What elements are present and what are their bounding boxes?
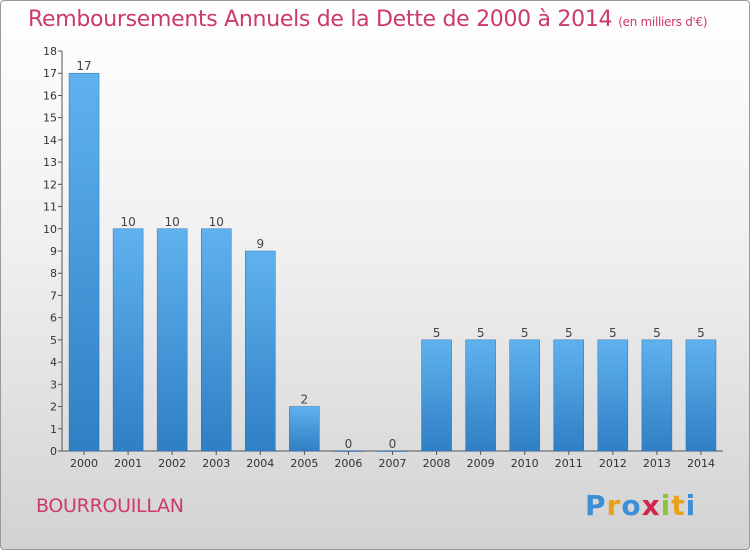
- bar: [509, 339, 540, 452]
- y-tick-label: 9: [50, 245, 57, 258]
- x-tick-label: 2014: [687, 457, 715, 470]
- bar: [289, 406, 320, 452]
- x-tick-label: 2013: [643, 457, 671, 470]
- bar-value-label: 5: [609, 326, 617, 340]
- y-tick-label: 11: [43, 201, 57, 214]
- y-tick-label: 6: [50, 312, 57, 325]
- y-tick-label: 1: [50, 423, 57, 436]
- y-tick-label: 16: [43, 89, 57, 102]
- bar-value-label: 0: [389, 437, 397, 451]
- bar-value-label: 10: [165, 215, 180, 229]
- y-tick-label: 17: [43, 67, 57, 80]
- y-tick-label: 2: [50, 401, 57, 414]
- commune-name: BOURROUILLAN: [36, 495, 184, 517]
- x-tick-label: 2008: [423, 457, 451, 470]
- y-tick-label: 15: [43, 112, 57, 125]
- bar: [68, 72, 100, 452]
- bar-value-label: 9: [256, 237, 264, 251]
- bar-value-label: 10: [120, 215, 135, 229]
- y-tick-label: 8: [50, 267, 57, 280]
- bar: [685, 339, 717, 452]
- logo-letter: i: [685, 489, 697, 522]
- x-tick-label: 2007: [379, 457, 407, 470]
- bar-value-label: 5: [521, 326, 529, 340]
- bar: [641, 339, 673, 452]
- bar-value-label: 0: [345, 437, 353, 451]
- y-tick-label: 14: [43, 134, 57, 147]
- y-tick-label: 5: [50, 334, 57, 347]
- bar-value-label: 5: [697, 326, 705, 340]
- chart-title: Remboursements Annuels de la Dette de 20…: [28, 7, 708, 32]
- y-tick-label: 13: [43, 156, 57, 169]
- x-tick-label: 2004: [246, 457, 274, 470]
- bar-value-label: 5: [653, 326, 661, 340]
- x-tick-label: 2006: [334, 457, 362, 470]
- x-tick-label: 2002: [158, 457, 186, 470]
- bar: [245, 250, 276, 452]
- y-tick-label: 12: [43, 178, 57, 191]
- x-tick-label: 2005: [290, 457, 318, 470]
- bar-value-label: 2: [301, 393, 309, 407]
- y-tick-label: 3: [50, 378, 57, 391]
- chart-unit: (en milliers d'€): [618, 15, 708, 29]
- bar-value-label: 5: [477, 326, 485, 340]
- x-tick-label: 2003: [202, 457, 230, 470]
- y-tick-label: 10: [43, 223, 57, 236]
- logo-letter: i: [660, 489, 672, 522]
- proxiti-logo: Proxiti: [585, 489, 696, 522]
- bar: [465, 339, 496, 452]
- bar: [112, 228, 144, 452]
- bar: [156, 228, 188, 452]
- logo-letter: t: [671, 489, 686, 522]
- bar: [200, 228, 232, 452]
- x-tick-label: 2000: [70, 457, 98, 470]
- x-tick-label: 2001: [114, 457, 142, 470]
- chart-title-text: Remboursements Annuels de la Dette de 20…: [28, 7, 613, 32]
- x-tick-label: 2009: [467, 457, 495, 470]
- x-tick-label: 2012: [599, 457, 627, 470]
- bar: [553, 339, 585, 452]
- bar-value-label: 5: [565, 326, 573, 340]
- y-tick-label: 4: [50, 356, 57, 369]
- logo-letter: x: [641, 489, 661, 522]
- bar-value-label: 17: [76, 59, 91, 73]
- x-tick-label: 2010: [511, 457, 539, 470]
- x-tick-label: 2011: [555, 457, 583, 470]
- bar-value-label: 10: [209, 215, 224, 229]
- y-tick-label: 18: [43, 45, 57, 58]
- logo-letter: P: [585, 489, 607, 522]
- y-tick-label: 0: [50, 445, 57, 458]
- y-tick-label: 7: [50, 289, 57, 302]
- bar: [421, 339, 452, 452]
- logo-letter: o: [621, 489, 642, 522]
- bar-value-label: 5: [433, 326, 441, 340]
- bar: [597, 339, 629, 452]
- logo-letter: r: [606, 489, 622, 522]
